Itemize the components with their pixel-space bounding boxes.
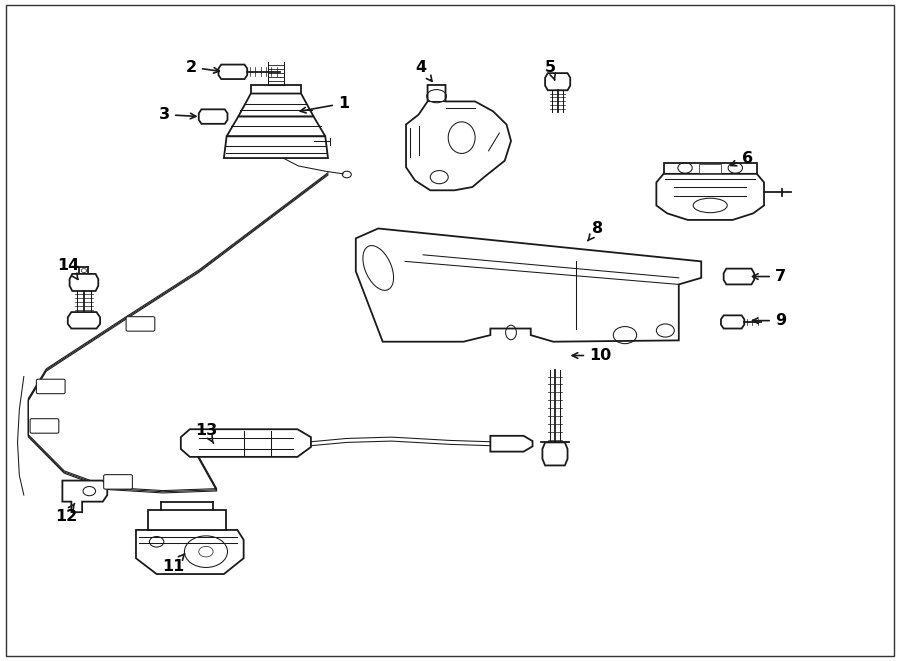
FancyBboxPatch shape [30, 418, 58, 433]
Polygon shape [724, 268, 754, 284]
FancyBboxPatch shape [126, 317, 155, 331]
Text: 5: 5 [544, 59, 556, 80]
Polygon shape [663, 163, 757, 174]
Polygon shape [356, 229, 701, 342]
Text: 9: 9 [752, 313, 786, 328]
Polygon shape [224, 136, 328, 158]
Polygon shape [406, 85, 511, 190]
Text: 13: 13 [194, 423, 217, 444]
Text: 12: 12 [55, 504, 77, 524]
Text: 11: 11 [163, 554, 184, 574]
Polygon shape [69, 274, 98, 291]
Polygon shape [721, 315, 744, 329]
Text: 8: 8 [588, 221, 604, 241]
Polygon shape [148, 510, 226, 530]
Text: 14: 14 [58, 258, 80, 280]
Polygon shape [656, 174, 764, 220]
Text: 6: 6 [731, 151, 753, 166]
FancyBboxPatch shape [104, 475, 132, 489]
Polygon shape [199, 109, 228, 124]
Text: 4: 4 [416, 59, 432, 81]
Polygon shape [699, 164, 721, 173]
Polygon shape [227, 116, 325, 136]
Polygon shape [181, 429, 310, 457]
Text: 2: 2 [186, 59, 220, 75]
FancyBboxPatch shape [36, 379, 65, 394]
Text: 10: 10 [572, 348, 611, 363]
Text: 7: 7 [752, 269, 786, 284]
Text: 1: 1 [301, 96, 349, 113]
Polygon shape [136, 530, 244, 574]
Polygon shape [68, 312, 100, 329]
Polygon shape [543, 442, 568, 465]
Polygon shape [251, 85, 302, 94]
Polygon shape [491, 436, 533, 451]
Polygon shape [238, 94, 313, 116]
Polygon shape [545, 73, 571, 91]
Text: 3: 3 [159, 107, 196, 122]
Polygon shape [62, 481, 107, 512]
Polygon shape [219, 65, 248, 79]
